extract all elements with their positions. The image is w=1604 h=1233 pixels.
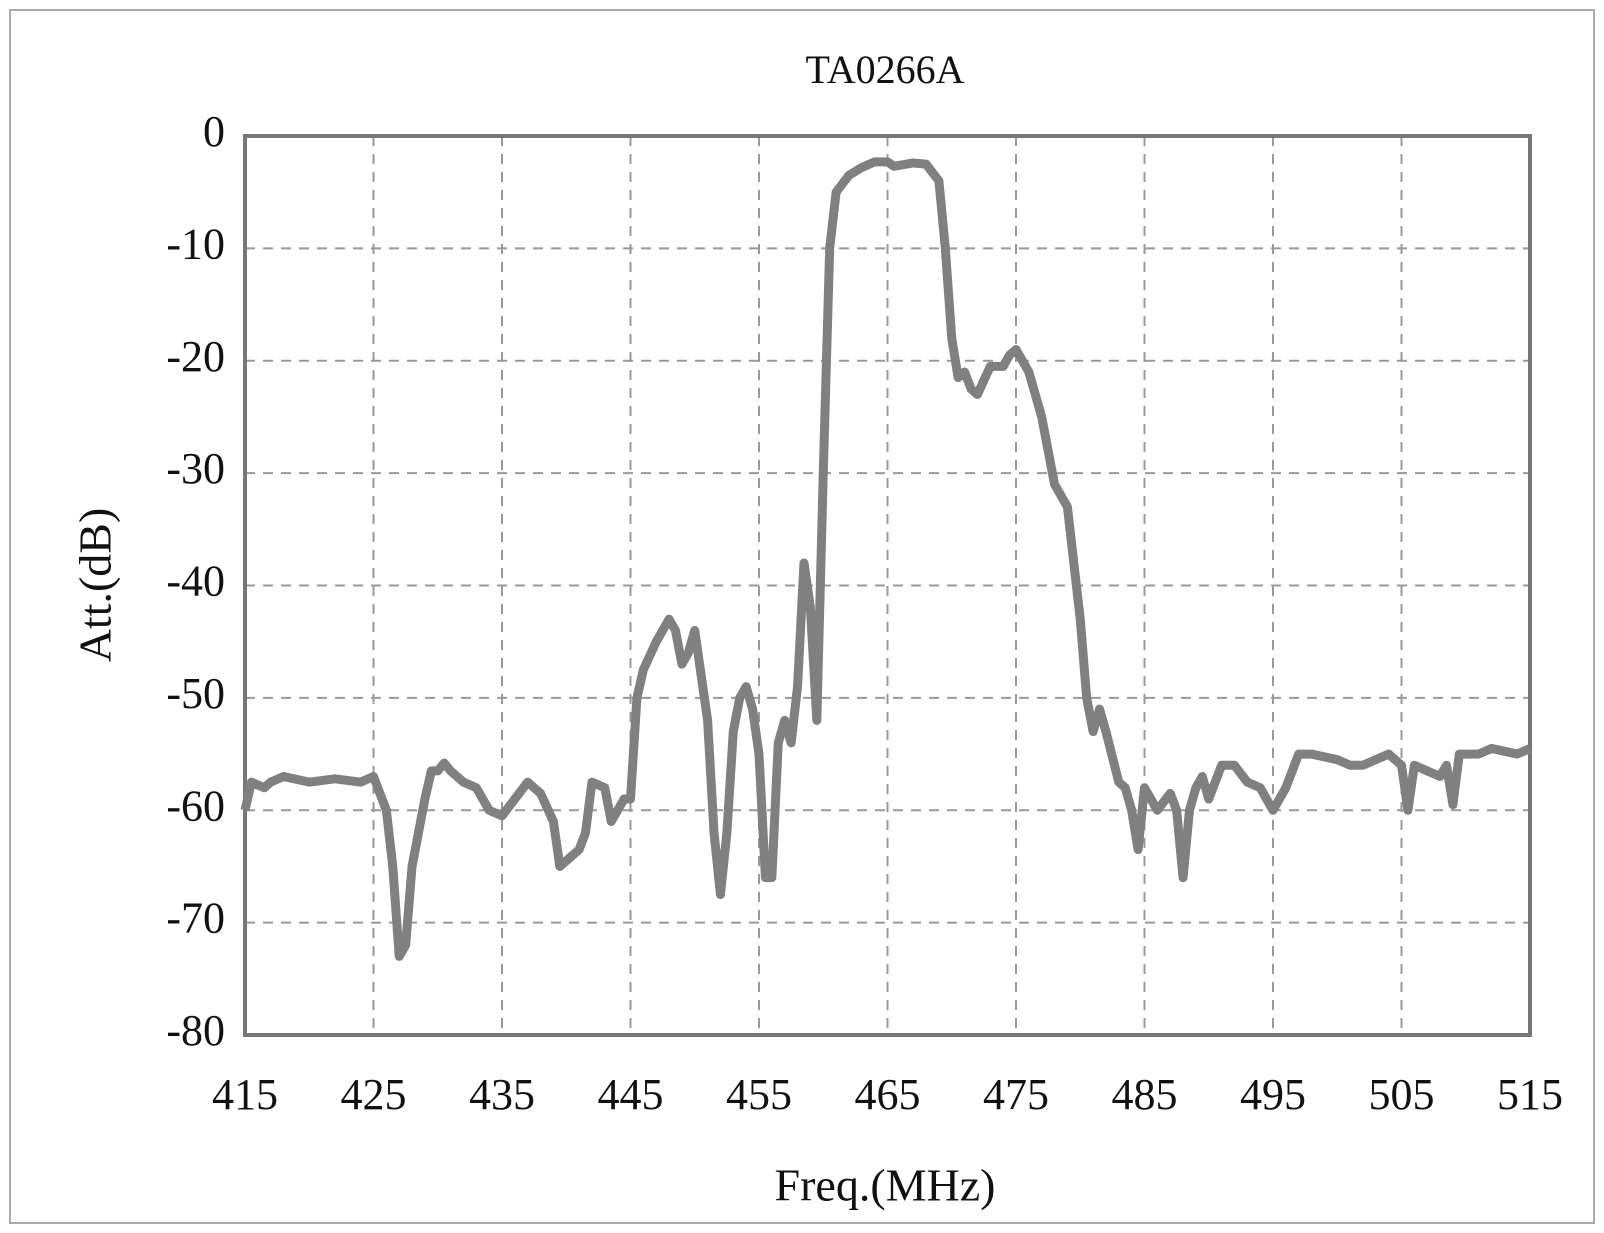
y-tick-label: -50 [166, 669, 225, 718]
x-tick-label: 495 [1240, 1070, 1306, 1119]
y-tick-label: -10 [166, 219, 225, 268]
chart-title: TA0266A [805, 47, 964, 92]
plot-border [243, 134, 1532, 1037]
y-tick-label: -20 [166, 332, 225, 381]
x-tick-label: 465 [855, 1070, 921, 1119]
x-tick-label: 445 [598, 1070, 664, 1119]
y-tick-label: -40 [166, 557, 225, 606]
y-tick-label: -60 [166, 781, 225, 830]
x-tick-label: 515 [1497, 1070, 1563, 1119]
frame [9, 9, 1595, 1224]
x-axis-label: Freq.(MHz) [775, 1160, 996, 1211]
y-axis-label: Att.(dB) [70, 508, 121, 663]
y-tick-label: 0 [203, 107, 225, 156]
y-tick-label: -80 [166, 1006, 225, 1055]
data-line [240, 157, 1532, 961]
x-tick-label: 425 [341, 1070, 407, 1119]
x-tick-label: 485 [1112, 1070, 1178, 1119]
y-tick-label: -70 [166, 894, 225, 943]
x-tick-label: 455 [726, 1070, 792, 1119]
x-tick-label: 505 [1369, 1070, 1435, 1119]
y-tick-label: -30 [166, 444, 225, 493]
x-tick-label: 415 [212, 1070, 278, 1119]
x-tick-label: 435 [469, 1070, 535, 1119]
x-tick-label: 475 [983, 1070, 1049, 1119]
